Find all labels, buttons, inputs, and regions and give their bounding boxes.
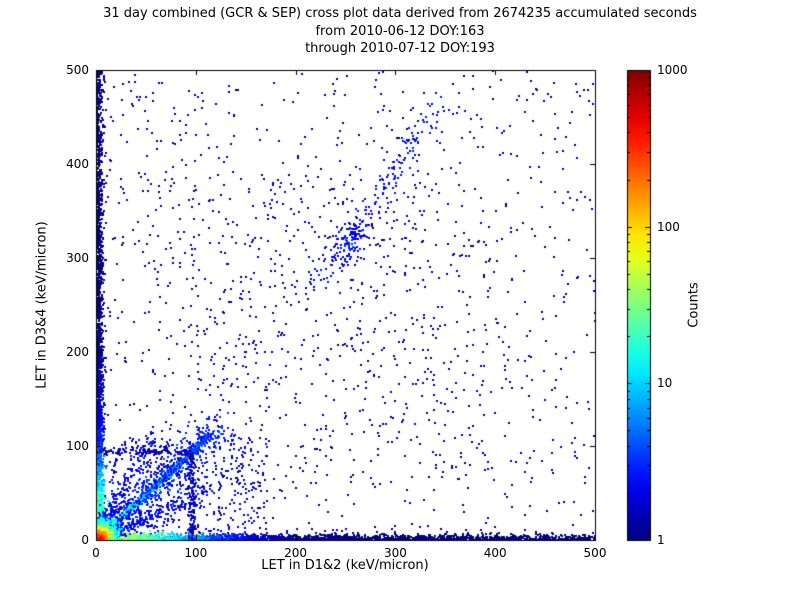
colorbar-tick-label: 10	[657, 376, 673, 391]
y-tick-label: 400	[66, 157, 89, 171]
x-tick-label: 0	[92, 546, 100, 560]
y-tick-label: 500	[66, 63, 89, 77]
chart-subtitle-through: through 2010-07-12 DOY:193	[305, 41, 495, 56]
y-axis-label: LET in D3&4 (keV/micron)	[34, 221, 50, 389]
y-tick-label: 300	[66, 251, 89, 265]
x-tick-label: 200	[284, 546, 308, 560]
y-tick-label: 0	[81, 533, 89, 547]
colorbar-tick-label: 100	[657, 219, 680, 234]
x-tick-label: 300	[383, 546, 407, 560]
x-tick-label: 500	[583, 546, 607, 560]
x-tick-label: 400	[483, 546, 507, 560]
y-tick-label: 100	[66, 439, 89, 453]
colorbar-label: Counts	[686, 282, 702, 328]
chart-subtitle-from: from 2010-06-12 DOY:163	[315, 24, 485, 39]
x-axis-label: LET in D1&2 (keV/micron)	[261, 558, 429, 573]
colorbar-tick-label: 1000	[657, 63, 688, 77]
chart-title: 31 day combined (GCR & SEP) cross plot d…	[103, 6, 697, 21]
x-tick-label: 100	[184, 546, 208, 560]
colorbar-tick-label: 1	[657, 533, 665, 547]
y-tick-label: 200	[66, 345, 89, 359]
